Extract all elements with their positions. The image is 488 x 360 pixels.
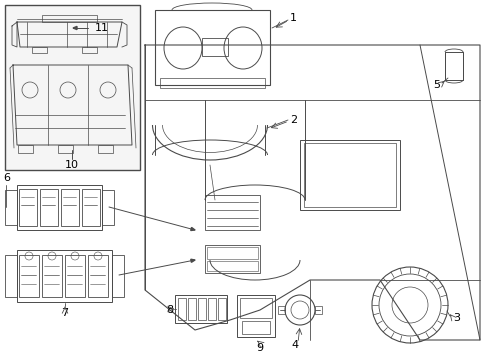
Bar bbox=[207, 298, 216, 320]
Bar bbox=[175, 295, 226, 323]
Bar bbox=[5, 255, 17, 297]
Bar bbox=[42, 255, 62, 297]
Bar bbox=[102, 190, 114, 225]
Bar bbox=[98, 145, 113, 153]
Text: 1: 1 bbox=[289, 13, 296, 23]
Bar bbox=[61, 189, 79, 226]
Bar bbox=[278, 306, 285, 314]
Bar bbox=[160, 78, 264, 88]
Text: 10: 10 bbox=[65, 160, 79, 170]
Bar bbox=[242, 321, 269, 334]
Bar bbox=[206, 261, 258, 271]
Bar bbox=[19, 255, 39, 297]
Text: 6: 6 bbox=[3, 173, 10, 183]
Bar bbox=[178, 298, 185, 320]
Bar bbox=[5, 190, 17, 225]
Bar bbox=[206, 247, 258, 259]
Text: 2: 2 bbox=[289, 115, 297, 125]
Text: 7: 7 bbox=[61, 308, 68, 318]
Bar bbox=[42, 15, 97, 22]
Bar bbox=[202, 38, 227, 56]
Bar bbox=[218, 298, 225, 320]
Bar bbox=[40, 189, 58, 226]
Bar bbox=[18, 145, 33, 153]
Bar bbox=[65, 255, 85, 297]
Bar bbox=[304, 143, 395, 207]
Text: 8: 8 bbox=[165, 305, 173, 315]
Bar bbox=[17, 185, 102, 230]
Bar bbox=[314, 306, 321, 314]
Bar bbox=[198, 298, 205, 320]
Bar bbox=[19, 189, 37, 226]
Bar bbox=[204, 195, 260, 230]
Bar bbox=[5, 5, 140, 170]
Bar bbox=[240, 298, 271, 318]
Bar bbox=[112, 255, 124, 297]
Bar bbox=[187, 298, 196, 320]
Polygon shape bbox=[73, 26, 77, 30]
Bar bbox=[17, 250, 112, 302]
Text: 4: 4 bbox=[291, 340, 298, 350]
Polygon shape bbox=[190, 259, 195, 262]
Bar bbox=[237, 295, 274, 337]
Text: 3: 3 bbox=[452, 313, 459, 323]
Bar bbox=[82, 47, 97, 53]
Bar bbox=[82, 189, 100, 226]
Polygon shape bbox=[190, 228, 195, 230]
Text: 5: 5 bbox=[432, 80, 439, 90]
Bar bbox=[155, 10, 269, 85]
Bar bbox=[88, 255, 108, 297]
Bar bbox=[444, 52, 462, 80]
Text: 11: 11 bbox=[95, 23, 109, 33]
Bar bbox=[299, 140, 399, 210]
Bar bbox=[204, 245, 260, 273]
Bar bbox=[32, 47, 47, 53]
Bar bbox=[58, 145, 73, 153]
Text: 9: 9 bbox=[256, 343, 263, 353]
